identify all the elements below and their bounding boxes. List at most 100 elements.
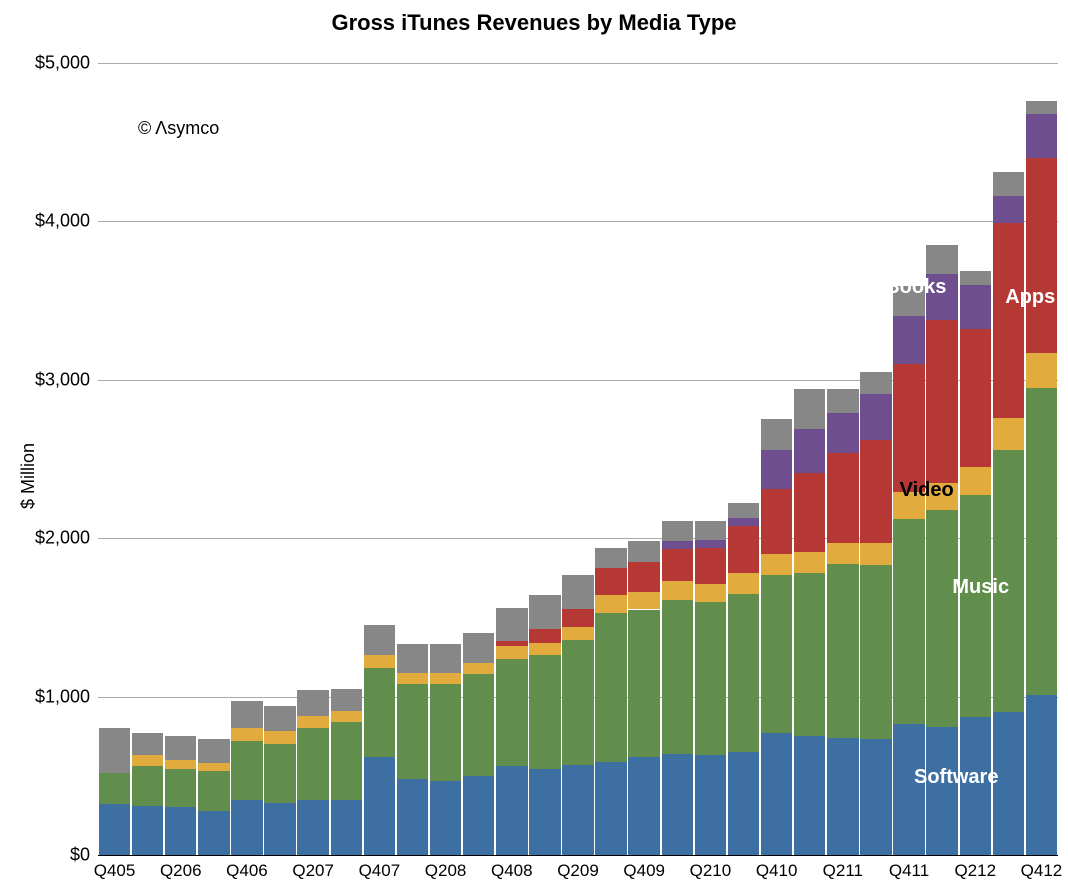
bar-segment-music: [562, 640, 593, 765]
bar-segment-software: [297, 800, 328, 855]
bar-segment-music: [331, 722, 362, 800]
bar-segment-video: [595, 595, 626, 612]
bar-group: [231, 63, 262, 855]
bar-segment-apps: [529, 629, 560, 643]
x-tick-label: Q405: [94, 861, 136, 881]
bar-group: [430, 63, 461, 855]
series-label-books: Books: [885, 276, 946, 299]
chart-container: Gross iTunes Revenues by Media Type $ Mi…: [0, 0, 1068, 889]
bar-segment-software: [728, 752, 759, 855]
bar-segment-video: [993, 418, 1024, 450]
bar-segment-books: [960, 285, 991, 329]
bar-segment-apps: [761, 489, 792, 554]
bar-segment-other: [761, 419, 792, 449]
bar-group: [860, 63, 891, 855]
bar-segment-apps: [628, 562, 659, 592]
bar-group: [960, 63, 991, 855]
x-tick-label: Q208: [425, 861, 467, 881]
bar-segment-apps: [926, 320, 957, 483]
bar-segment-video: [1026, 353, 1057, 388]
y-tick-label: $2,000: [35, 528, 90, 549]
bar-segment-software: [165, 807, 196, 855]
bar-segment-music: [893, 519, 924, 723]
bar-segment-apps: [893, 364, 924, 492]
y-tick-label: $0: [70, 845, 90, 866]
bar-group: [662, 63, 693, 855]
bar-segment-other: [99, 728, 130, 772]
bar-segment-other: [264, 706, 295, 731]
x-tick-label: Q212: [954, 861, 996, 881]
bar-segment-books: [860, 394, 891, 440]
bar-segment-software: [198, 811, 229, 855]
bar-segment-video: [231, 728, 262, 741]
bar-segment-software: [364, 757, 395, 855]
bar-segment-books: [761, 450, 792, 490]
bar-segment-books: [993, 196, 1024, 223]
bar-segment-music: [132, 766, 163, 806]
bar-segment-music: [827, 564, 858, 738]
bar-segment-music: [364, 668, 395, 757]
bar-segment-video: [562, 627, 593, 640]
bar-segment-music: [794, 573, 825, 736]
bar-segment-other: [960, 271, 991, 285]
bar-segment-software: [397, 779, 428, 855]
bar-segment-video: [529, 643, 560, 656]
bar-segment-music: [264, 744, 295, 803]
bar-segment-other: [1026, 101, 1057, 114]
bar-segment-software: [662, 754, 693, 855]
x-tick-label: Q410: [756, 861, 798, 881]
bar-group: [165, 63, 196, 855]
bar-segment-video: [695, 584, 726, 601]
bar-segment-music: [231, 741, 262, 800]
bar-segment-music: [595, 613, 626, 762]
bar-segment-apps: [1026, 158, 1057, 353]
bar-segment-other: [695, 521, 726, 540]
bar-segment-software: [463, 776, 494, 855]
x-tick-label: Q407: [359, 861, 401, 881]
bar-segment-apps: [562, 609, 593, 626]
gridline: [98, 855, 1058, 856]
bar-segment-music: [761, 575, 792, 733]
bar-segment-music: [728, 594, 759, 752]
bar-segment-other: [662, 521, 693, 542]
bar-segment-music: [496, 659, 527, 767]
bar-segment-video: [761, 554, 792, 575]
bar-segment-software: [761, 733, 792, 855]
bar-segment-apps: [496, 641, 527, 646]
bar-segment-software: [231, 800, 262, 855]
bar-segment-software: [794, 736, 825, 855]
bar-segment-other: [827, 389, 858, 413]
bar-segment-other: [529, 595, 560, 628]
bar-group: [695, 63, 726, 855]
bar-segment-video: [297, 716, 328, 729]
bar-segment-software: [926, 727, 957, 855]
bar-segment-other: [231, 701, 262, 728]
series-label-music: Music: [952, 576, 1009, 599]
bar-segment-other: [860, 372, 891, 394]
x-tick-label: Q406: [226, 861, 268, 881]
bar-segment-video: [960, 467, 991, 496]
bar-segment-video: [496, 646, 527, 659]
bar-segment-software: [529, 769, 560, 855]
bar-segment-books: [1026, 114, 1057, 158]
bar-segment-other: [562, 575, 593, 610]
bar-segment-video: [430, 673, 461, 684]
bar-group: [893, 63, 924, 855]
x-tick-label: Q408: [491, 861, 533, 881]
bar-segment-other: [993, 172, 1024, 196]
bar-segment-apps: [595, 568, 626, 595]
bar-segment-video: [331, 711, 362, 722]
bar-segment-software: [695, 755, 726, 855]
bar-segment-apps: [794, 473, 825, 552]
bar-group: [264, 63, 295, 855]
bar-segment-video: [628, 592, 659, 609]
bar-segment-other: [728, 503, 759, 517]
bar-segment-books: [794, 429, 825, 473]
bar-segment-software: [264, 803, 295, 855]
bar-segment-books: [695, 540, 726, 548]
bar-group: [198, 63, 229, 855]
x-tick-label: Q411: [889, 861, 929, 881]
bar-segment-music: [397, 684, 428, 779]
bar-segment-music: [926, 510, 957, 727]
series-label-apps: Apps: [1005, 286, 1055, 309]
